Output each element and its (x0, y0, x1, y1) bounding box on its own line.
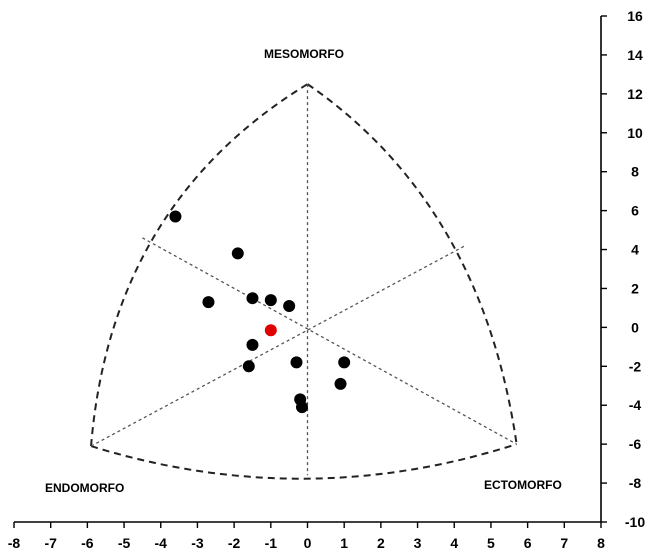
chart-frame: -8 -7 -6 -5 -4 -3 -2 -1 0 1 2 3 4 5 6 7 81614121086420-2… (8, 8, 646, 551)
x-tick-label: 6 (524, 535, 532, 551)
divider-right-diagonal (90, 245, 466, 447)
x-tick-label: 5 (487, 535, 495, 551)
y-tick-label: -8 (629, 475, 642, 491)
y-tick-label: -10 (625, 514, 645, 530)
data-point (290, 356, 303, 369)
y-tick-label: 6 (631, 203, 639, 219)
data-points (169, 210, 351, 414)
region-label-endomorph: ENDOMORFO (45, 481, 124, 495)
region-label-ectomorph: ECTOMORFO (484, 478, 562, 492)
y-tick-label: 16 (627, 8, 643, 24)
y-tick-label: 8 (631, 164, 639, 180)
x-tick-label: 8 (597, 535, 605, 551)
y-tick-label: 0 (631, 319, 639, 335)
data-point (242, 360, 255, 373)
y-tick-label: 4 (631, 242, 639, 258)
y-tick-label: 10 (627, 125, 643, 141)
region-label-mesomorph: MESOMORFO (264, 47, 344, 61)
data-point (283, 299, 296, 312)
arc-endo-ecto (90, 443, 517, 480)
data-point (295, 401, 308, 414)
x-tick-label: 0 (304, 535, 312, 551)
data-point (334, 377, 347, 390)
x-tick-label: 2 (377, 535, 385, 551)
y-tick-label: -4 (629, 397, 642, 413)
x-tick-label: -8 (8, 535, 21, 551)
arc-endo-meso (90, 83, 309, 447)
arc-meso-ecto (306, 83, 518, 445)
data-point (202, 296, 215, 309)
y-tick-label: -6 (629, 436, 642, 452)
x-tick-label: -3 (191, 535, 204, 551)
y-tick-label: -2 (629, 358, 642, 374)
x-tick-label: 4 (450, 535, 458, 551)
x-tick-label: -7 (44, 535, 57, 551)
data-point (264, 294, 277, 307)
data-point (169, 210, 182, 223)
x-tick-label: -1 (265, 535, 278, 551)
x-tick-label: 3 (414, 535, 422, 551)
x-tick-label: -4 (155, 535, 168, 551)
x-tick-label: -5 (118, 535, 131, 551)
data-point (231, 247, 244, 260)
y-tick-label: 2 (631, 280, 639, 296)
data-point (338, 356, 351, 369)
x-tick-label: 1 (340, 535, 348, 551)
y-tick-label: 12 (627, 86, 643, 102)
mean-point (264, 324, 277, 337)
data-point (246, 338, 259, 351)
y-tick-label: 14 (627, 47, 643, 63)
region-labels: MESOMORFO ENDOMORFO ECTOMORFO (45, 47, 562, 495)
divider-left-diagonal (142, 237, 517, 445)
somatochart-regions (90, 83, 518, 480)
x-tick-label: -6 (81, 535, 94, 551)
data-point (246, 292, 259, 305)
x-tick-label: -2 (228, 535, 241, 551)
x-tick-label: 7 (560, 535, 568, 551)
